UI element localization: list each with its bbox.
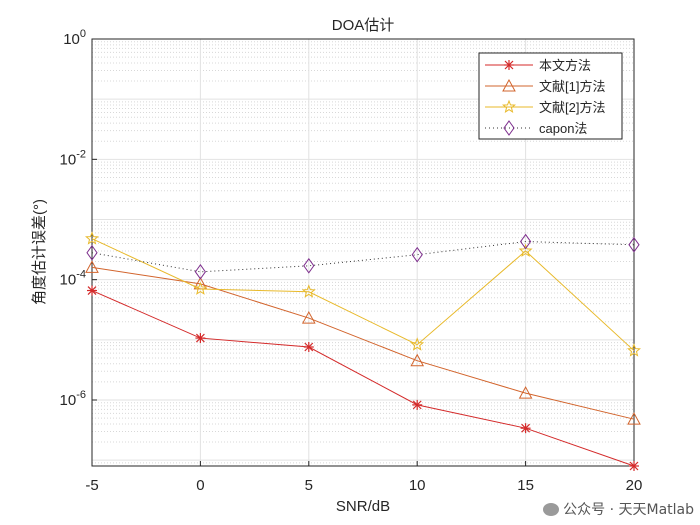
- watermark-text: 公众号 · 天天Matlab: [563, 502, 694, 518]
- asterisk-marker: [521, 423, 531, 433]
- y-axis-label: 角度估计误差(°): [31, 199, 48, 305]
- y-tick-label: 10-6: [60, 389, 86, 409]
- series-line: [91, 266, 635, 420]
- star-marker: [410, 337, 425, 351]
- series-0: [87, 285, 639, 471]
- triangle-marker: [85, 260, 99, 273]
- diamond-marker: [411, 246, 423, 263]
- star-marker: [193, 281, 208, 295]
- x-tick-label: 20: [626, 477, 643, 494]
- y-tick-label: 100: [63, 28, 86, 48]
- series-line: [91, 238, 635, 352]
- x-tick-label: -5: [85, 477, 98, 494]
- x-tick-label: 10: [409, 477, 426, 494]
- star-marker: [301, 284, 316, 298]
- star-marker: [502, 99, 516, 114]
- grid: [91, 38, 635, 467]
- asterisk-marker: [629, 461, 639, 471]
- watermark: 公众号 · 天天Matlab: [543, 499, 694, 519]
- asterisk-marker: [504, 60, 514, 70]
- series-2: [85, 231, 641, 357]
- triangle-marker: [301, 311, 316, 324]
- y-tick-label: 10-4: [60, 269, 86, 289]
- asterisk-marker: [87, 286, 97, 295]
- legend-label: 文献[1]方法: [539, 79, 605, 94]
- diamond-marker: [628, 236, 640, 253]
- series-line: [91, 241, 635, 273]
- diamond-marker: [86, 244, 98, 261]
- x-tick-label: 0: [196, 477, 204, 494]
- legend-label: 本文方法: [539, 58, 591, 73]
- series-group: [85, 231, 641, 471]
- star-marker: [627, 343, 641, 357]
- star-marker: [518, 243, 533, 257]
- asterisk-marker: [412, 400, 422, 410]
- legend-label: 文献[2]方法: [539, 100, 605, 115]
- series-3: [86, 233, 640, 280]
- diamond-marker: [503, 120, 515, 136]
- asterisk-marker: [304, 342, 314, 352]
- legend-box: [478, 52, 623, 140]
- triangle-marker: [627, 412, 641, 425]
- triangle-marker: [502, 78, 516, 92]
- x-tick-label: 15: [517, 477, 534, 494]
- series-line: [91, 290, 635, 467]
- diamond-marker: [194, 263, 207, 280]
- legend-label: capon法: [539, 121, 587, 136]
- star-marker: [85, 231, 99, 245]
- asterisk-marker: [195, 333, 205, 343]
- series-1: [85, 260, 641, 425]
- x-tick-label: 5: [305, 477, 313, 494]
- triangle-marker: [410, 353, 425, 367]
- x-axis-label: SNR/dB: [336, 498, 390, 515]
- y-tick-label: 10-2: [60, 148, 86, 168]
- ticks: -5 0 5 10 15 20 100 10-2 10-4 10-6: [60, 28, 643, 494]
- wechat-icon: [543, 502, 560, 516]
- diamond-marker: [303, 257, 315, 274]
- diamond-marker: [519, 233, 532, 250]
- chart-title: DOA估计: [332, 17, 395, 34]
- triangle-marker: [518, 386, 533, 399]
